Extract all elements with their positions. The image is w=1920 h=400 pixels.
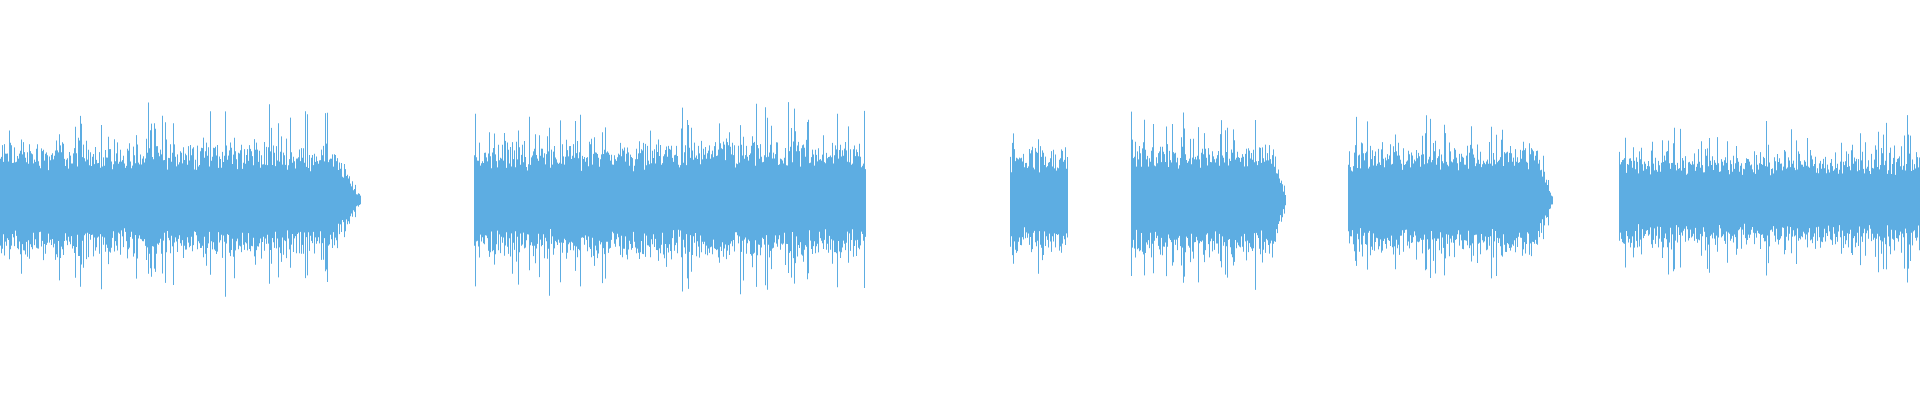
waveform-segment-1 [0, 102, 361, 297]
waveform-segment-3 [1010, 133, 1068, 274]
waveform-segment-2 [474, 102, 866, 296]
waveform-segment-6 [1619, 115, 1920, 283]
waveform-segment-5 [1348, 115, 1553, 279]
waveform-segment-4 [1131, 111, 1286, 290]
